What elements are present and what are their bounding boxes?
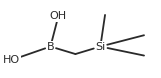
Text: Si: Si	[95, 41, 105, 52]
Text: B: B	[47, 41, 54, 52]
Text: HO: HO	[3, 55, 20, 65]
Text: OH: OH	[50, 11, 67, 21]
